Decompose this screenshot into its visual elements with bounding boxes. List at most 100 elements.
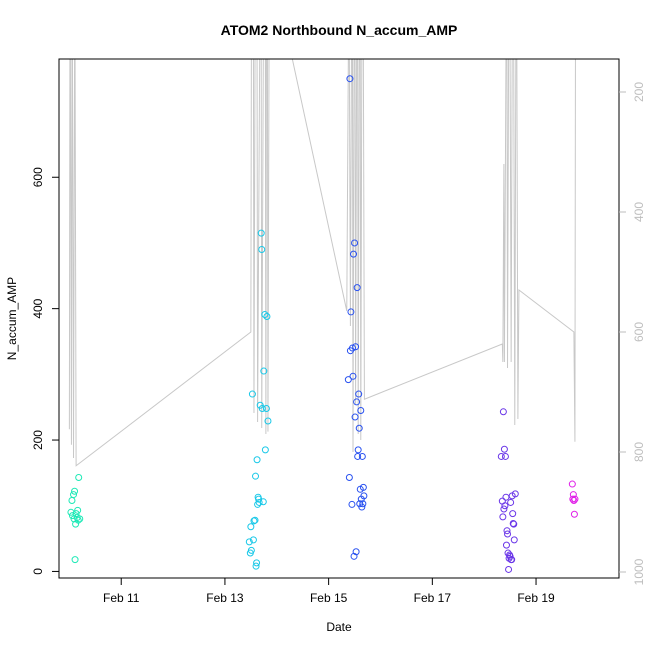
- data-point: [247, 523, 255, 531]
- secondary-line-layer: [68, 59, 576, 467]
- data-point: [249, 536, 257, 544]
- y-axis-left: 0 200 400 600: [31, 167, 59, 575]
- x-axis-label: Date: [326, 620, 352, 634]
- y2-tick-label: 200: [632, 82, 646, 102]
- series-4: [497, 408, 519, 573]
- data-point: [257, 229, 265, 237]
- data-point: [348, 500, 356, 508]
- data-point: [500, 505, 508, 513]
- data-point: [350, 250, 358, 258]
- data-point: [501, 452, 509, 460]
- data-point: [345, 473, 353, 481]
- data-point: [497, 452, 505, 460]
- data-point: [510, 520, 518, 528]
- y-axis-right: 200 400 600 800 1000: [619, 82, 646, 585]
- data-point: [571, 495, 579, 503]
- data-point: [509, 510, 517, 518]
- data-point: [74, 516, 82, 524]
- secondary-line: [68, 59, 576, 467]
- data-point: [344, 376, 352, 384]
- x-tick-label: Feb 11: [103, 591, 140, 605]
- y-tick-label: 200: [31, 430, 45, 450]
- data-point: [507, 498, 515, 506]
- data-point: [74, 506, 82, 514]
- data-point: [258, 405, 266, 412]
- data-point: [261, 311, 269, 319]
- data-point: [504, 530, 512, 538]
- data-point: [358, 452, 366, 460]
- data-point: [76, 515, 84, 523]
- data-point: [347, 308, 355, 316]
- points-layer: [67, 75, 579, 573]
- data-point: [350, 552, 358, 560]
- data-point: [258, 246, 266, 254]
- series-3: [344, 75, 368, 560]
- y-axis-label: N_accum_AMP: [5, 277, 19, 360]
- data-point: [264, 417, 272, 425]
- data-point: [506, 552, 514, 560]
- data-point: [70, 491, 78, 499]
- data-point: [505, 565, 513, 573]
- data-point: [250, 517, 258, 525]
- data-point: [501, 502, 509, 510]
- data-point: [262, 405, 270, 412]
- x-tick-label: Feb 19: [517, 591, 555, 605]
- data-point: [502, 541, 510, 549]
- data-point: [351, 413, 359, 421]
- y2-tick-label: 600: [632, 322, 646, 342]
- chart-title: ATOM2 Northbound N_accum_AMP: [221, 22, 458, 38]
- data-point: [68, 512, 76, 520]
- data-point: [75, 473, 83, 481]
- data-point: [352, 343, 360, 351]
- data-point: [499, 408, 507, 416]
- data-point: [503, 527, 511, 535]
- data-point: [359, 483, 367, 491]
- data-point: [570, 510, 578, 518]
- data-point: [353, 398, 361, 406]
- data-point: [569, 495, 577, 503]
- x-tick-label: Feb 17: [414, 591, 452, 605]
- data-point: [511, 490, 519, 498]
- data-point: [359, 500, 367, 508]
- data-point: [354, 446, 362, 454]
- data-point: [259, 498, 267, 506]
- x-tick-label: Feb 13: [206, 591, 244, 605]
- y2-tick-label: 800: [632, 442, 646, 462]
- data-point: [348, 344, 356, 352]
- data-point: [67, 508, 75, 516]
- data-point: [349, 372, 357, 380]
- data-point: [502, 493, 510, 501]
- y-tick-label: 400: [31, 298, 45, 318]
- data-point: [245, 538, 253, 546]
- y2-tick-label: 1000: [632, 558, 646, 585]
- data-point: [71, 487, 79, 495]
- series-1: [67, 473, 84, 564]
- data-point: [253, 559, 261, 567]
- series-2: [245, 229, 272, 570]
- data-point: [568, 480, 576, 488]
- data-point: [252, 562, 260, 570]
- x-tick-label: Feb 15: [310, 591, 348, 605]
- y2-tick-label: 400: [632, 202, 646, 222]
- data-point: [500, 445, 508, 453]
- data-point: [255, 498, 263, 506]
- data-point: [355, 424, 363, 432]
- data-point: [346, 75, 354, 83]
- y-tick-label: 600: [31, 167, 45, 187]
- data-point: [254, 500, 262, 508]
- data-point: [360, 492, 368, 500]
- data-point: [263, 313, 271, 321]
- data-point: [68, 496, 76, 504]
- data-point: [71, 556, 79, 564]
- series-5: [568, 480, 579, 518]
- data-point: [351, 239, 359, 247]
- data-point: [354, 452, 362, 460]
- data-point: [251, 516, 259, 524]
- data-point: [247, 546, 255, 554]
- data-point: [510, 536, 518, 544]
- data-point: [261, 446, 269, 454]
- data-point: [253, 456, 261, 464]
- data-point: [260, 367, 268, 375]
- data-point: [252, 472, 260, 480]
